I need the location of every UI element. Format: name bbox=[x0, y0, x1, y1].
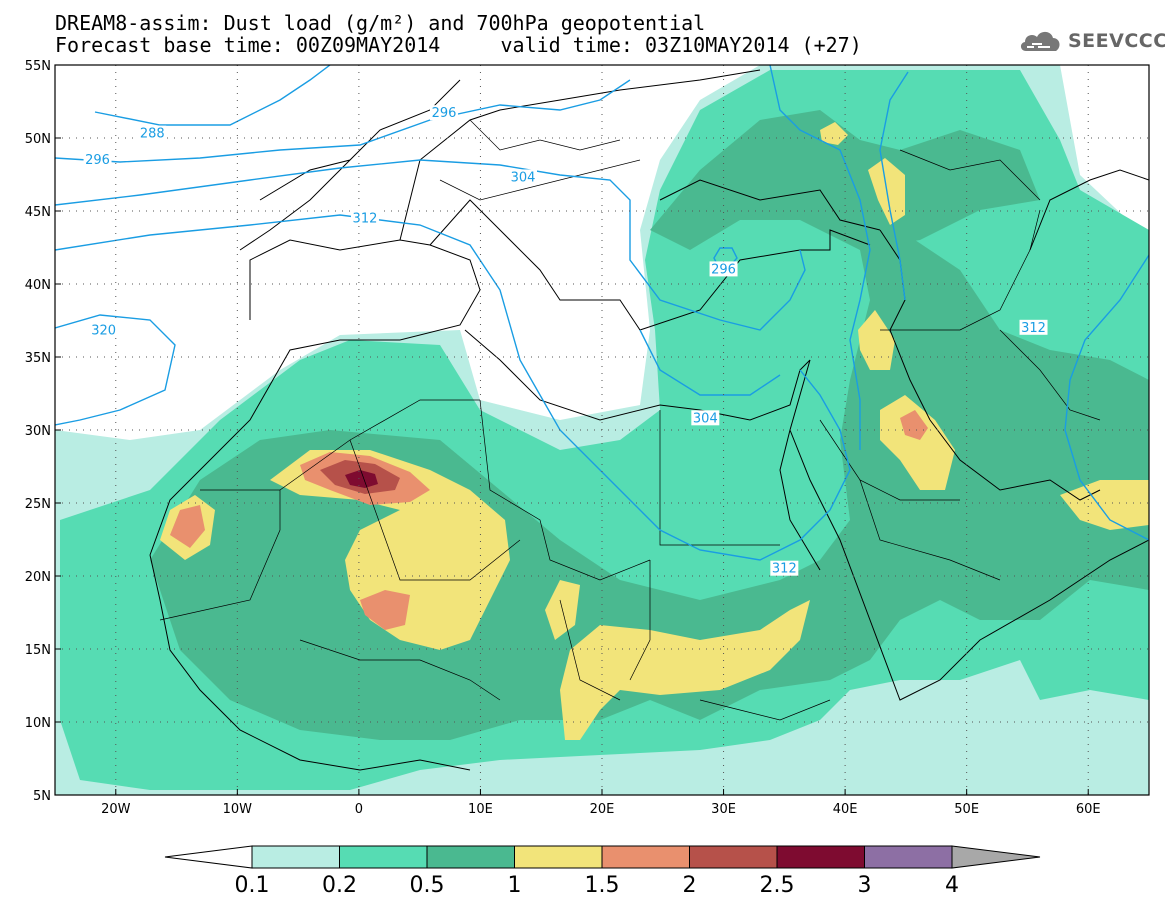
lat-tick-label: 40N bbox=[25, 278, 51, 293]
colorbar-label: 2 bbox=[683, 873, 697, 898]
contour-label: 296 bbox=[711, 262, 736, 277]
contour-label: 312 bbox=[1021, 321, 1046, 336]
contour-label: 296 bbox=[85, 153, 110, 168]
lon-tick-label: 10E bbox=[468, 802, 493, 817]
colorbar-label: 0.2 bbox=[322, 873, 357, 898]
dust-level-1.5-iraq bbox=[900, 410, 928, 440]
forecast-time-info: Forecast base time: 00Z09MAY2014 valid t… bbox=[55, 33, 862, 57]
dust-level-1-chad bbox=[560, 600, 810, 740]
lon-tick-label: 20E bbox=[590, 802, 615, 817]
colorbar-swatch bbox=[601, 845, 690, 869]
contour-label: 312 bbox=[353, 211, 378, 226]
geopotential-contours bbox=[55, 65, 1149, 561]
country-borders bbox=[159, 119, 1101, 721]
lon-tick-label: 10W bbox=[223, 802, 253, 817]
lat-tick-label: 50N bbox=[25, 132, 51, 147]
lat-axis: 55N 50N 45N 40N 35N 30N 25N 20N 15N 10N 5N bbox=[25, 59, 61, 804]
lat-tick-label: 20N bbox=[25, 570, 51, 585]
dust-level-1.5-mauritania bbox=[170, 505, 205, 548]
map-title: DREAM8-assim: Dust load (g/m²) and 700hP… bbox=[55, 11, 706, 35]
contour-label-bg bbox=[770, 560, 799, 576]
contour-label-bg bbox=[508, 169, 537, 185]
dust-level-1-zagros bbox=[858, 310, 895, 370]
contour-labels: 288 296 296 304 312 296 320 304 312 312 bbox=[83, 105, 1048, 577]
colorbar-label: 2.5 bbox=[760, 873, 795, 898]
lat-tick-label: 5N bbox=[33, 789, 51, 804]
colorbar-under-arrow bbox=[164, 845, 253, 869]
colorbar: 0.1 0.2 0.5 1 1.5 2 2.5 3 4 bbox=[164, 845, 1041, 898]
lat-tick-label: 45N bbox=[25, 205, 51, 220]
lon-tick-label: 0 bbox=[355, 802, 363, 817]
lat-tick-label: 30N bbox=[25, 424, 51, 439]
contour-label-bg bbox=[138, 125, 167, 141]
seevccc-logo: SEEVCCC bbox=[1018, 26, 1165, 56]
lon-axis: 20W 10W 0 10E 20E 30E 40E 50E 60E bbox=[101, 789, 1101, 817]
colorbar-over-arrow bbox=[951, 845, 1041, 869]
lon-tick-label: 30E bbox=[711, 802, 736, 817]
colorbar-swatch bbox=[251, 845, 340, 869]
colorbar-swatch bbox=[864, 845, 953, 869]
coastlines bbox=[149, 69, 1149, 771]
contour-label-bg bbox=[350, 210, 379, 226]
dust-level-1 bbox=[270, 450, 510, 650]
lat-tick-label: 10N bbox=[25, 716, 51, 731]
lon-tick-label: 50E bbox=[954, 802, 979, 817]
contour-label: 296 bbox=[432, 106, 457, 121]
lon-tick-label: 60E bbox=[1076, 802, 1101, 817]
dust-level-1-ukraine bbox=[820, 122, 848, 145]
contour-label: 312 bbox=[772, 562, 797, 577]
contour-label-bg bbox=[83, 151, 112, 167]
contour-label-bg bbox=[709, 261, 738, 277]
colorbar-label: 0.1 bbox=[235, 873, 270, 898]
logo-text: SEEVCCC bbox=[1068, 30, 1165, 52]
contour-label-bg bbox=[691, 410, 720, 426]
colorbar-label: 1 bbox=[508, 873, 522, 898]
dust-level-1.5-mali bbox=[360, 590, 410, 630]
lat-tick-label: 25N bbox=[25, 497, 51, 512]
lat-tick-label: 55N bbox=[25, 59, 51, 74]
colorbar-label: 3 bbox=[858, 873, 872, 898]
lat-tick-label: 15N bbox=[25, 643, 51, 658]
contour-label-bg bbox=[1019, 319, 1048, 335]
dust-level-1-iraq bbox=[880, 395, 955, 490]
lon-tick-label: 20W bbox=[101, 802, 131, 817]
lat-tick-label: 35N bbox=[25, 351, 51, 366]
dust-level-1-arabia bbox=[1060, 480, 1149, 530]
colorbar-swatch bbox=[514, 845, 603, 869]
colorbar-label: 4 bbox=[945, 873, 959, 898]
cloud-icon bbox=[1020, 31, 1060, 51]
dust-level-2.5 bbox=[345, 470, 378, 488]
contour-label: 304 bbox=[693, 411, 718, 426]
graticule bbox=[55, 65, 1149, 795]
contour-label: 304 bbox=[511, 170, 536, 185]
colorbar-swatch bbox=[689, 845, 778, 869]
contour-label: 288 bbox=[140, 127, 165, 142]
colorbar-swatch bbox=[776, 845, 865, 869]
contour-label-bg bbox=[429, 105, 458, 121]
dust-level-0.5-north bbox=[650, 110, 1040, 250]
colorbar-swatch bbox=[339, 845, 428, 869]
colorbar-label: 1.5 bbox=[585, 873, 620, 898]
colorbar-swatch bbox=[426, 845, 515, 869]
lon-tick-label: 40E bbox=[833, 802, 858, 817]
contour-label-bg bbox=[89, 322, 118, 338]
contour-label: 320 bbox=[91, 324, 116, 339]
colorbar-label: 0.5 bbox=[410, 873, 445, 898]
